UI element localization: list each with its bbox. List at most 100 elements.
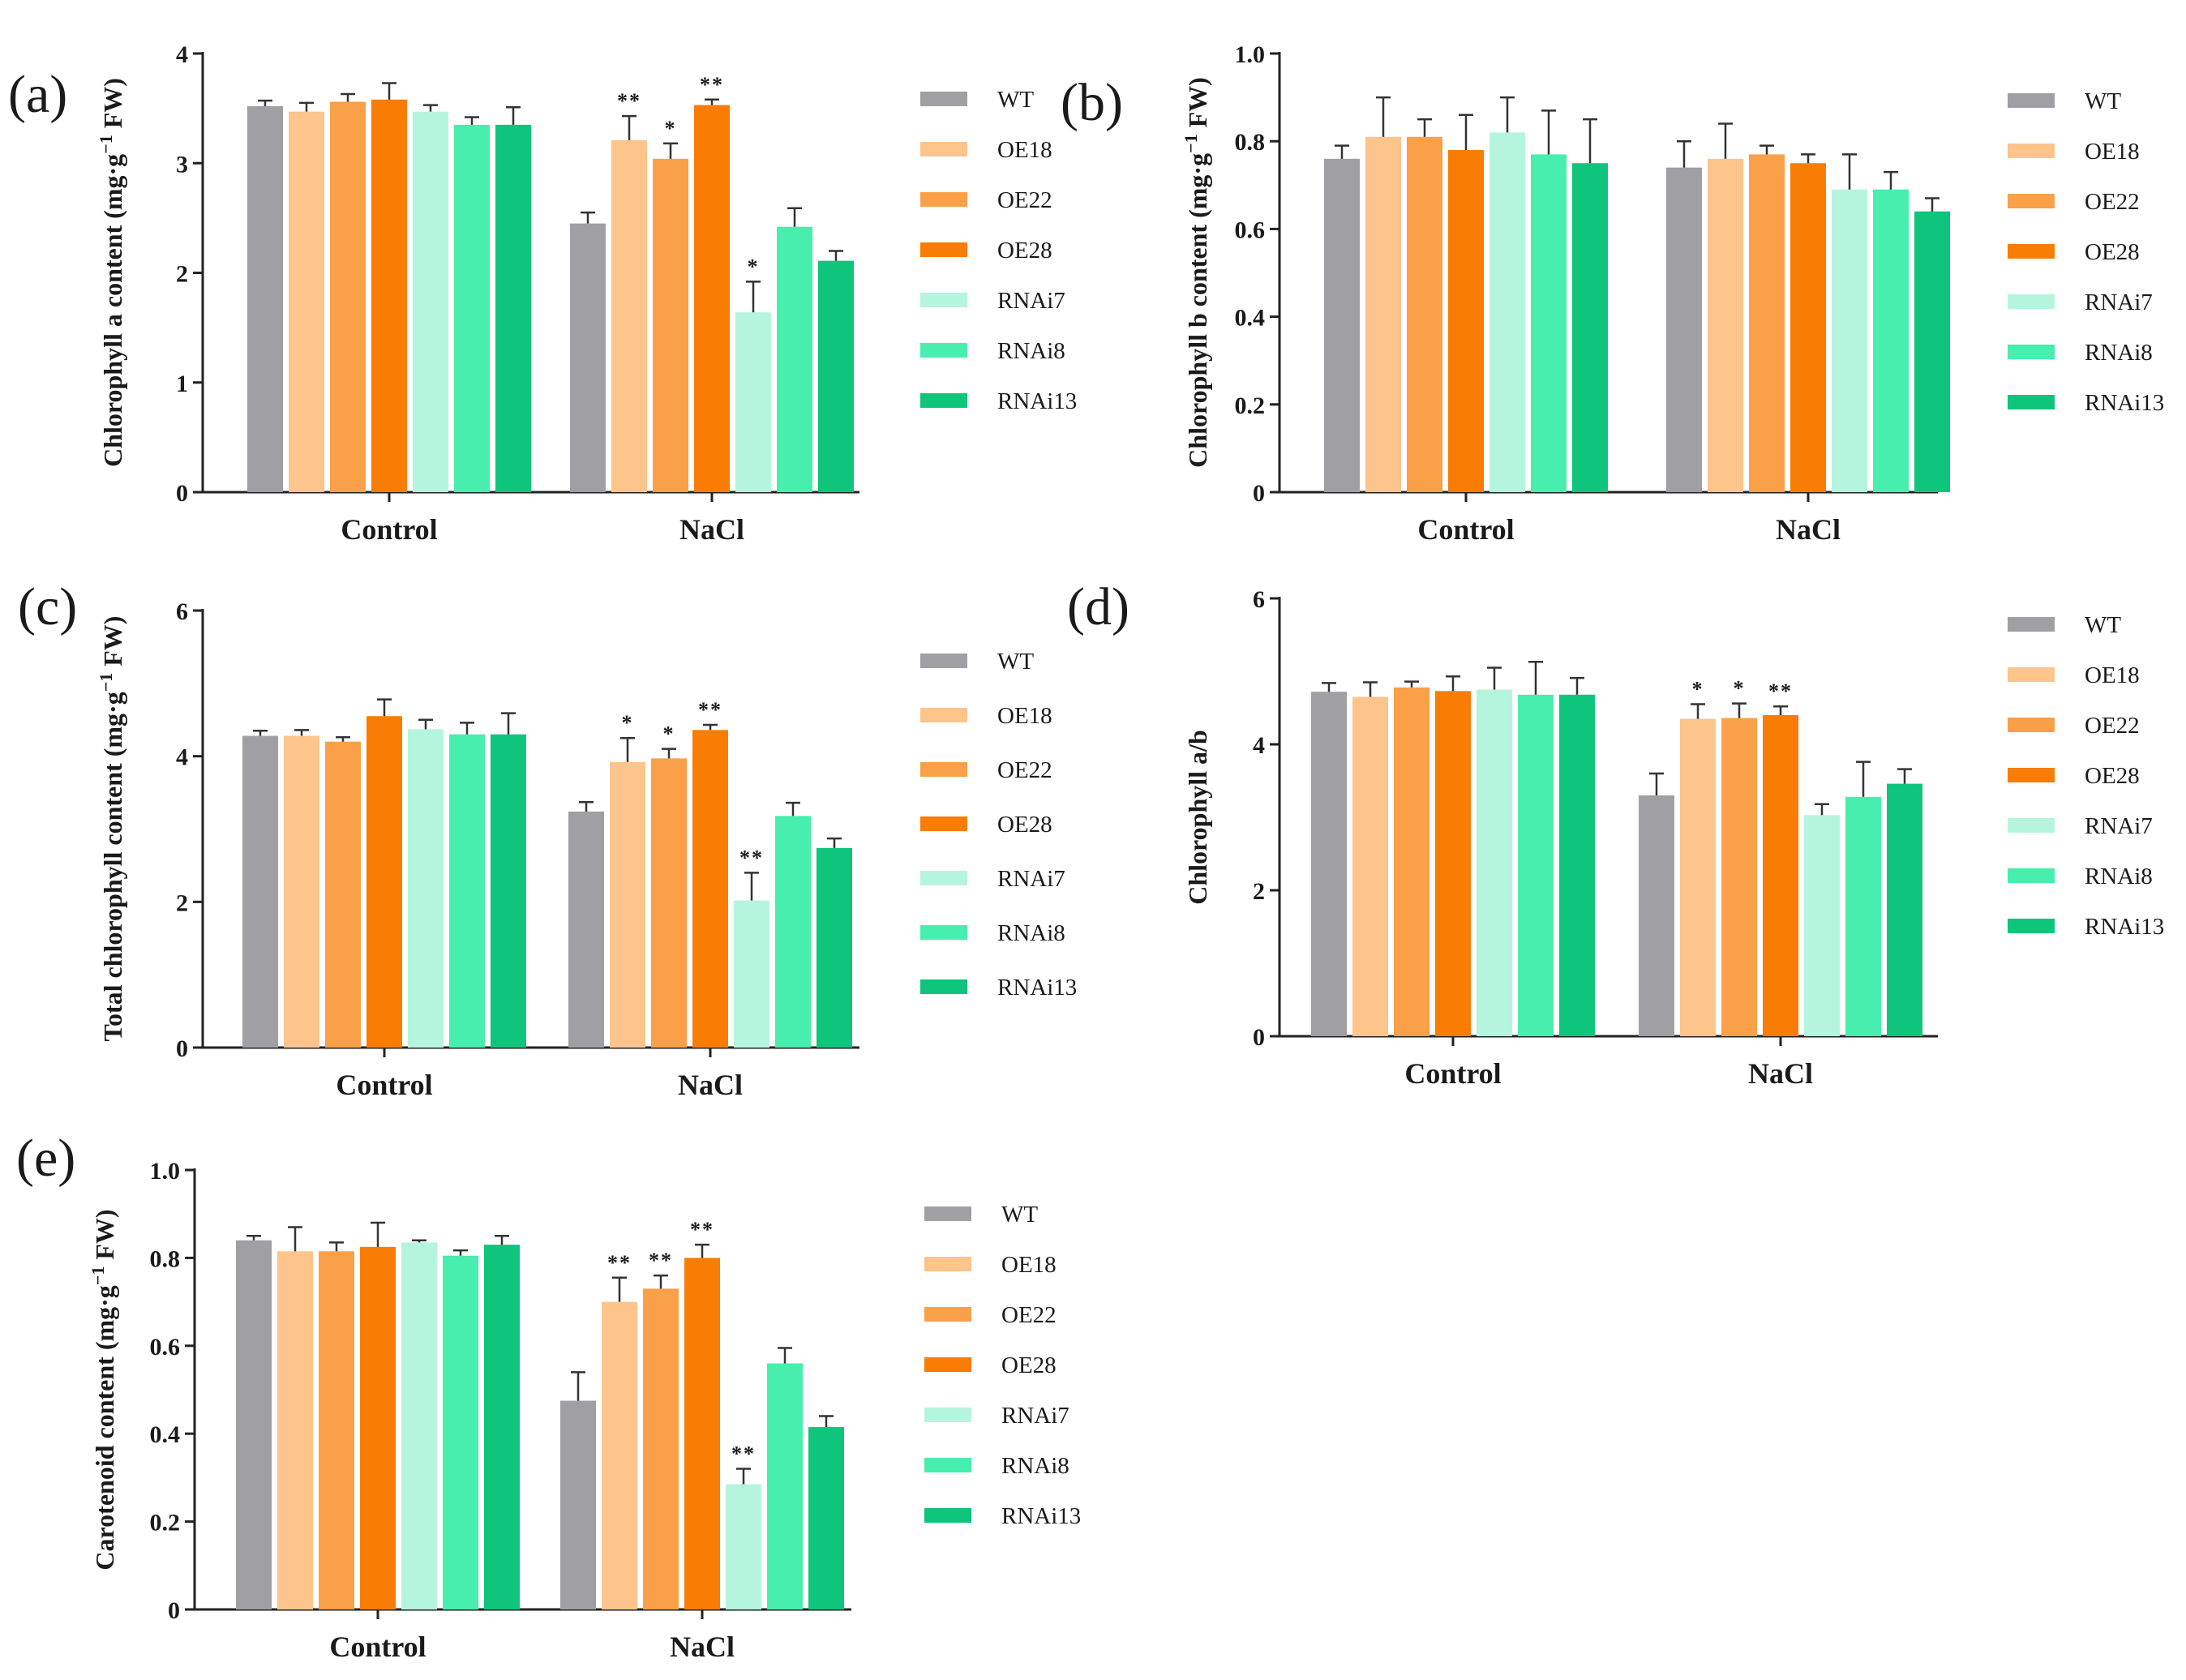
- bar-rnai13-nacl: [817, 847, 852, 1048]
- bar-oe18-control: [289, 111, 324, 492]
- legend-swatch-rnai7: [924, 1408, 971, 1422]
- x-category-label: NaCl: [678, 1069, 743, 1101]
- legend-swatch-wt: [924, 1206, 971, 1221]
- x-category-label: Control: [1404, 1057, 1501, 1090]
- legend-label-rnai7: RNAi7: [997, 288, 1065, 314]
- y-axis-label-end: FW): [98, 78, 127, 135]
- bar-oe28-nacl: [1763, 715, 1798, 1036]
- bar-rnai7-nacl: [734, 900, 769, 1048]
- legend-swatch-wt: [920, 92, 967, 106]
- x-category-label: NaCl: [679, 513, 744, 546]
- legend-swatch-rnai8: [924, 1458, 971, 1472]
- x-category-label: Control: [329, 1631, 426, 1663]
- panel-label: (d): [1067, 577, 1129, 636]
- bar-wt-control: [1311, 692, 1347, 1036]
- y-axis-label: Chlorophyll a content (mg·g−1 FW): [96, 78, 127, 467]
- y-tick-label: 3: [176, 151, 188, 178]
- y-axis-label-main: Chlorophyll a content (mg·g: [98, 154, 127, 467]
- legend-label-oe22: OE22: [997, 757, 1052, 783]
- bar-oe28-control: [371, 99, 407, 493]
- bar-oe18-nacl: [1708, 158, 1743, 492]
- bar-oe22-nacl: [1749, 154, 1785, 492]
- legend-swatch-oe28: [2008, 768, 2055, 782]
- y-tick-label: 6: [176, 598, 188, 625]
- y-axis-label-sup: −1: [1181, 134, 1201, 153]
- bar-oe28-nacl: [692, 730, 728, 1048]
- chart-panel-e: (e) 0 0.2 0.4 0.6 0.8 1.0 Carotenoid content (m…: [16, 1129, 1081, 1663]
- legend-swatch-rnai13: [924, 1508, 971, 1523]
- y-axis-label: Total chlorophyll content (mg·g−1 FW): [96, 616, 127, 1042]
- chart-panel-b: (b) 0 0.2 0.4 0.6 0.8 1.0 Chlorophyll b content…: [1061, 41, 2164, 546]
- significance-marker: *: [663, 722, 675, 746]
- legend-swatch-wt: [920, 654, 967, 668]
- legend-label-oe28: OE28: [997, 812, 1052, 838]
- legend-swatch-rnai7: [920, 293, 967, 307]
- y-tick-label: 0.6: [150, 1334, 181, 1361]
- bar-rnai7-nacl: [1804, 815, 1840, 1036]
- bar-rnai13-nacl: [818, 260, 854, 492]
- y-tick-label: 0.6: [1235, 216, 1266, 243]
- bar-oe28-control: [366, 716, 402, 1048]
- y-tick-label: 1.0: [150, 1158, 181, 1185]
- legend-swatch-oe18: [924, 1257, 971, 1271]
- bar-rnai13-nacl: [1887, 783, 1922, 1036]
- significance-marker: *: [665, 117, 677, 140]
- legend-label-oe28: OE28: [2085, 763, 2140, 789]
- legend-swatch-oe18: [920, 142, 967, 156]
- bar-oe28-nacl: [684, 1258, 720, 1609]
- y-tick-label: 0: [176, 1035, 188, 1062]
- y-tick-label: 0: [1253, 480, 1265, 507]
- significance-marker: **: [698, 698, 722, 722]
- bar-rnai8-control: [443, 1255, 478, 1609]
- legend-label-wt: WT: [2085, 88, 2121, 114]
- bar-oe22-control: [319, 1251, 354, 1609]
- significance-marker: **: [1768, 679, 1793, 703]
- bar-oe18-nacl: [611, 139, 647, 492]
- bar-wt-control: [247, 105, 283, 493]
- legend-label-rnai13: RNAi13: [2085, 914, 2164, 940]
- y-axis-label-sup: −1: [96, 135, 116, 154]
- bar-rnai7-nacl: [1832, 189, 1867, 492]
- bar-wt-nacl: [1639, 795, 1674, 1036]
- significance-marker: **: [731, 1442, 756, 1466]
- legend-swatch-rnai8: [2008, 868, 2055, 883]
- y-axis-label-main: Chlorophyll a/b: [1183, 730, 1212, 904]
- bar-rnai8-control: [1531, 154, 1567, 492]
- bar-rnai13-control: [1559, 694, 1595, 1036]
- bar-rnai13-control: [491, 734, 526, 1048]
- legend-label-rnai13: RNAi13: [997, 388, 1077, 414]
- bar-oe18-control: [277, 1251, 313, 1609]
- bar-oe18-control: [1365, 136, 1401, 493]
- legend-swatch-rnai13: [2008, 919, 2055, 933]
- x-category-label: NaCl: [670, 1631, 735, 1663]
- legend-label-oe18: OE18: [997, 137, 1052, 163]
- legend-label-rnai8: RNAi8: [997, 338, 1065, 364]
- bar-oe18-nacl: [1680, 718, 1716, 1036]
- legend-swatch-oe28: [920, 816, 967, 831]
- legend-label-oe22: OE22: [1001, 1302, 1057, 1328]
- y-axis-label-main: Total chlorophyll content (mg·g: [98, 692, 127, 1041]
- bar-oe22-nacl: [643, 1288, 679, 1609]
- significance-marker: **: [739, 846, 764, 869]
- legend-swatch-rnai8: [920, 343, 967, 358]
- bar-wt-control: [242, 735, 278, 1048]
- bar-oe22-control: [330, 101, 366, 492]
- y-tick-label: 0.4: [1235, 305, 1266, 332]
- bar-wt-nacl: [568, 811, 604, 1048]
- bar-wt-nacl: [560, 1400, 596, 1609]
- bar-rnai13-nacl: [808, 1427, 844, 1609]
- legend-swatch-rnai13: [2008, 395, 2055, 409]
- x-category-label: NaCl: [1748, 1057, 1813, 1090]
- legend-swatch-oe28: [924, 1357, 971, 1372]
- bar-oe28-control: [360, 1246, 396, 1609]
- y-tick-label: 0.2: [150, 1510, 181, 1536]
- significance-marker: *: [1692, 678, 1704, 701]
- y-tick-label: 0.2: [1235, 392, 1266, 419]
- legend-label-oe18: OE18: [997, 703, 1052, 729]
- legend-label-oe28: OE28: [2085, 239, 2140, 265]
- legend-swatch-rnai7: [2008, 818, 2055, 833]
- legend-swatch-oe18: [2008, 144, 2055, 158]
- y-axis-label-main: Carotenoid content (mg·g: [90, 1285, 119, 1570]
- significance-marker: *: [748, 255, 760, 278]
